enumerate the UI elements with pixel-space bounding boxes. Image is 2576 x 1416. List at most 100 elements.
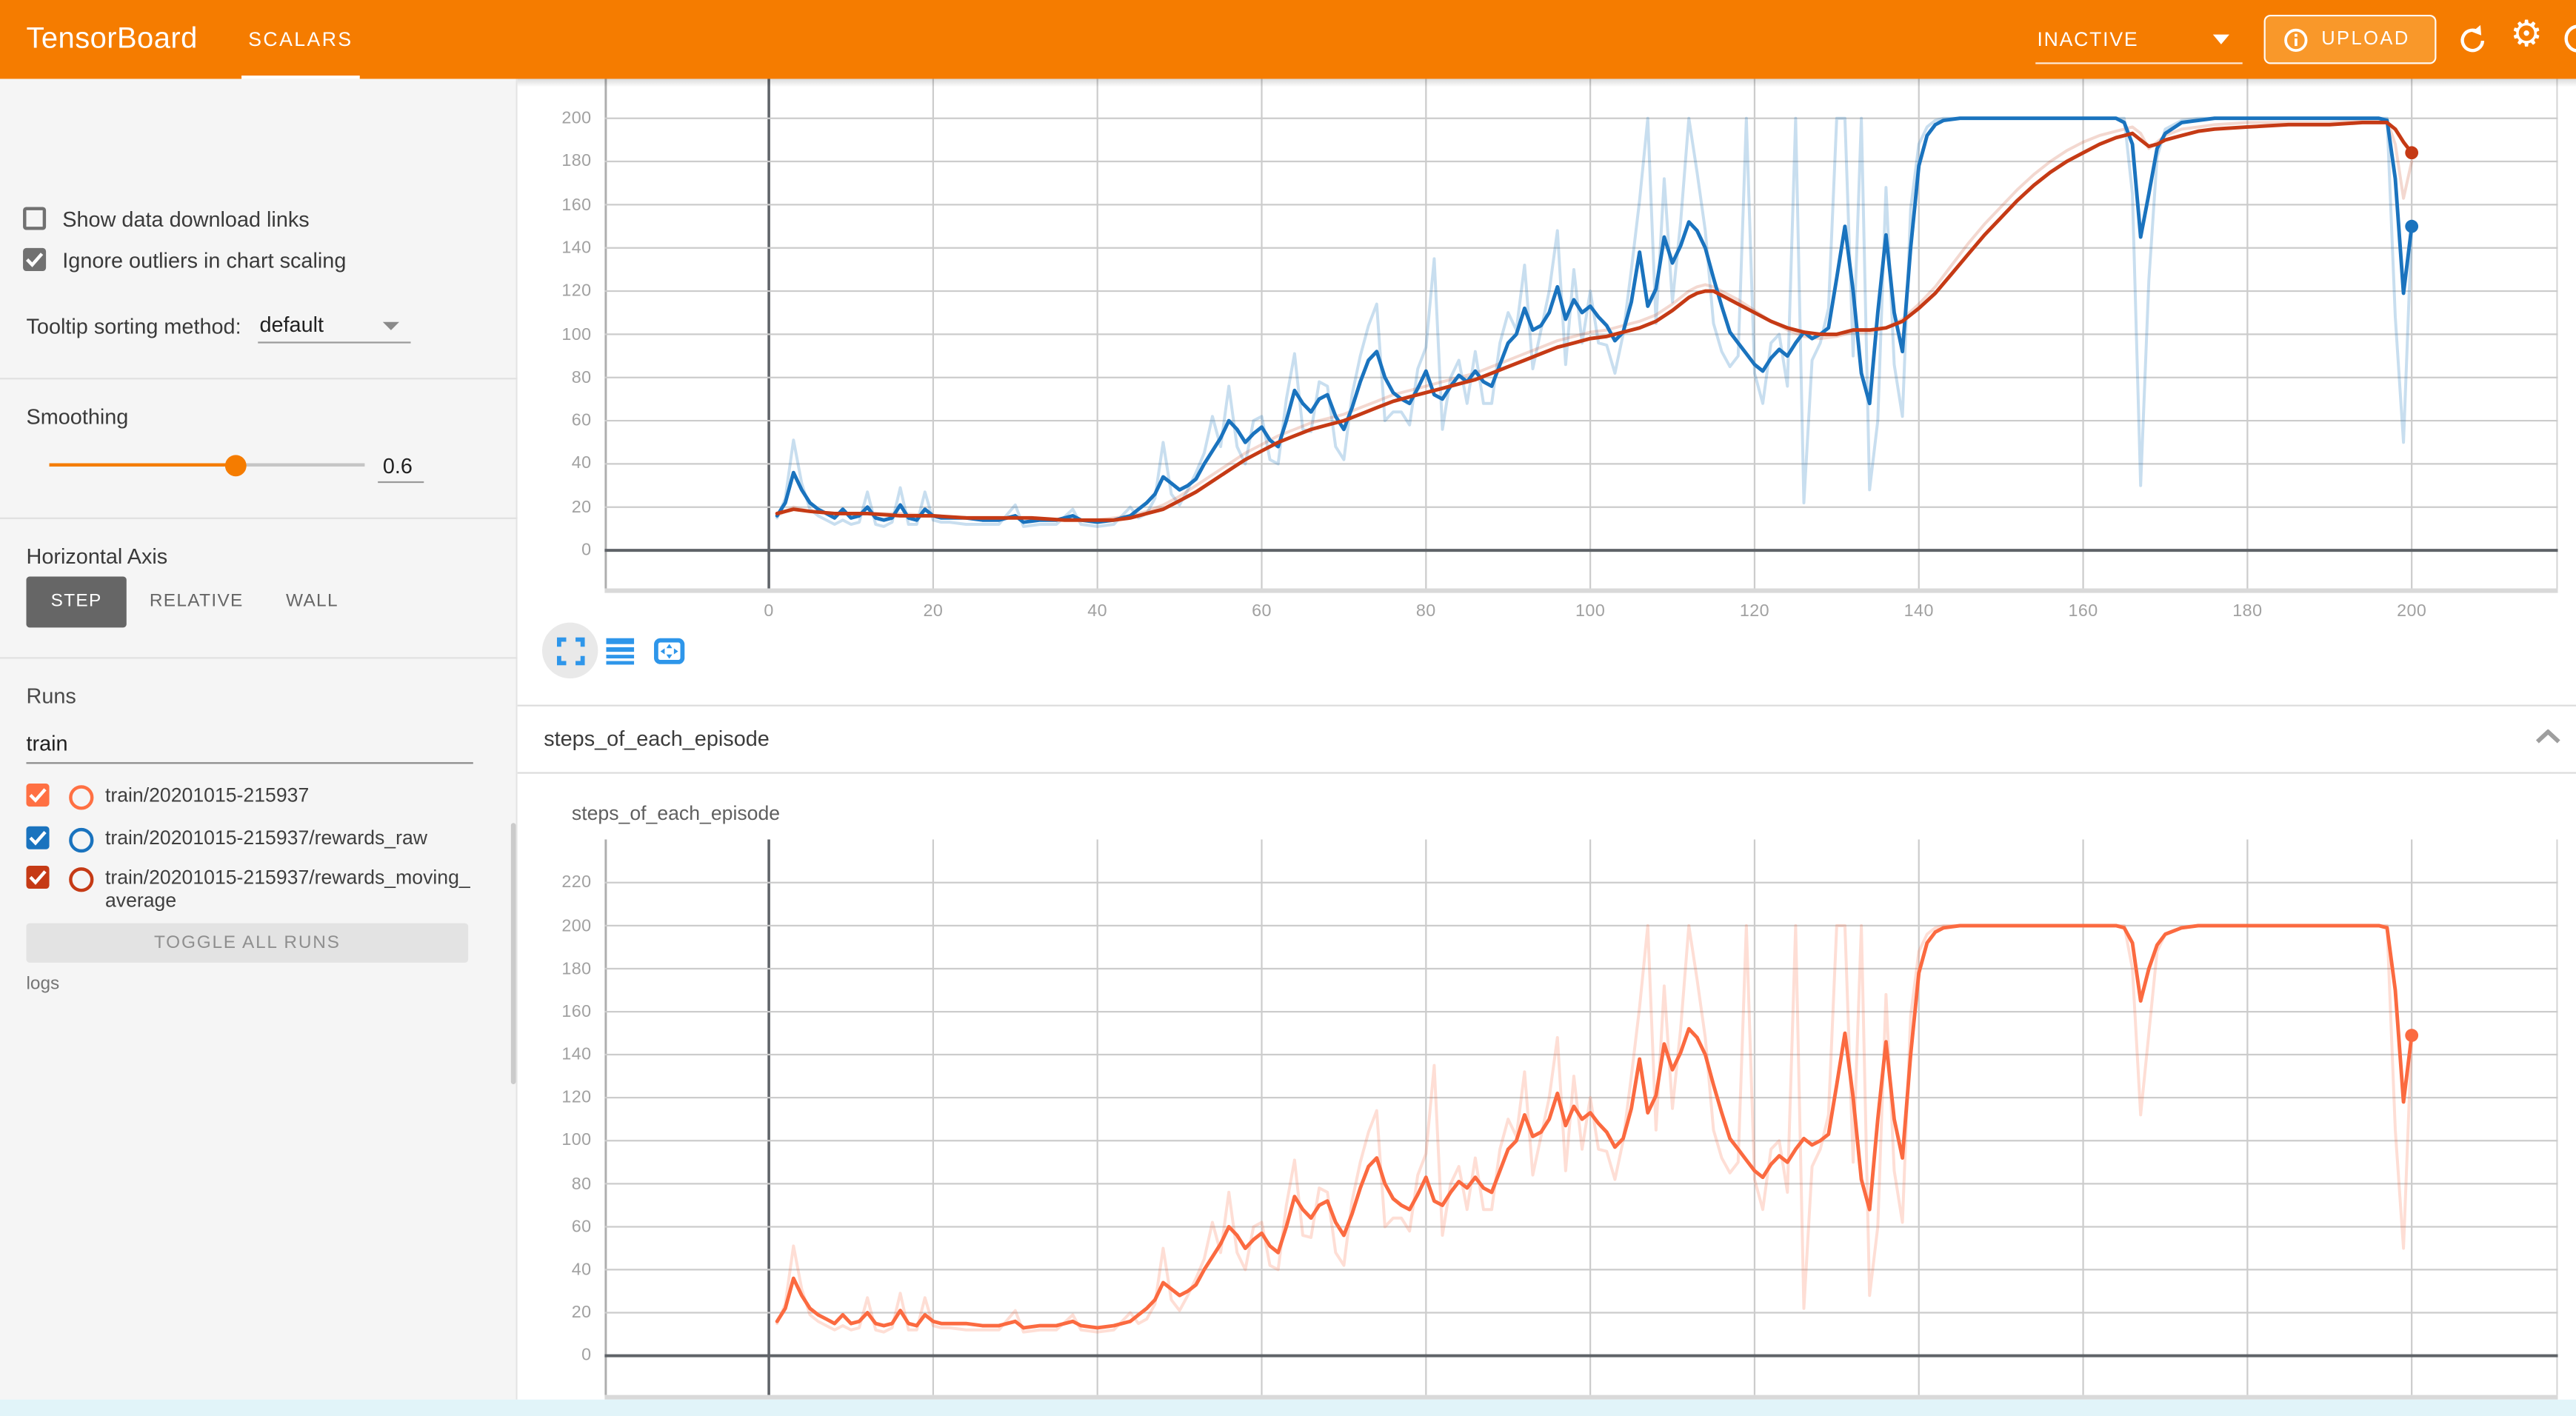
gridlines: [604, 79, 2558, 593]
y-tick-label: 180: [561, 151, 592, 172]
axis-relative-button[interactable]: RELATIVE: [149, 591, 244, 612]
y-tick-label: 0: [581, 540, 592, 561]
section-title[interactable]: steps_of_each_episode: [544, 726, 770, 751]
y-tick-label: 100: [561, 1130, 592, 1151]
y-tick-label: 180: [561, 958, 592, 979]
divider: [0, 657, 518, 659]
upload-button[interactable]: UPLOAD: [2263, 14, 2437, 64]
tab-scalars[interactable]: SCALARS: [248, 27, 353, 51]
run-label: train/20201015-215937/rewards_raw: [104, 826, 428, 849]
x-tick-label: 100: [1575, 601, 1606, 621]
main-content: [517, 79, 2576, 1416]
divider: [0, 517, 518, 519]
y-tick-label: 0: [581, 1346, 592, 1366]
y-tick-label: 160: [561, 1001, 592, 1022]
y-tick-label: 220: [561, 872, 592, 893]
toggle-all-runs-button[interactable]: TOGGLE ALL RUNS: [26, 923, 469, 963]
divider: [517, 772, 2576, 774]
run-checkbox[interactable]: [26, 784, 50, 807]
axis-step-button[interactable]: STEP: [26, 576, 127, 628]
tooltip-sorting-dropdown[interactable]: default: [259, 312, 324, 337]
y-tick-label: 140: [561, 238, 592, 258]
x-tick-label: 80: [1415, 601, 1436, 621]
run-checkbox[interactable]: [26, 826, 50, 849]
bottom-strip: [0, 1399, 2576, 1416]
run-color-circle[interactable]: [69, 867, 94, 892]
tab-active-indicator: [241, 74, 360, 79]
gridlines: [604, 839, 2558, 1400]
status-dropdown[interactable]: INACTIVE: [2037, 27, 2139, 51]
smoothing-value-input[interactable]: 0.6: [382, 453, 413, 478]
chevron-down-icon[interactable]: [382, 321, 400, 330]
series-line: [775, 924, 2414, 1334]
y-tick-label: 140: [561, 1044, 592, 1065]
y-tick-label: 120: [561, 1087, 592, 1108]
divider: [0, 378, 518, 380]
show-download-links-checkbox[interactable]: [23, 207, 47, 230]
series-end-dot: [2405, 219, 2419, 233]
x-tick-label: 160: [2068, 601, 2098, 621]
steps-chart-canvas[interactable]: [604, 839, 2558, 1400]
run-label: train/20201015-215937: [104, 784, 310, 807]
chart-card-title: steps_of_each_episode: [571, 801, 781, 825]
y-tick-label: 200: [561, 915, 592, 936]
y-tick-label: 40: [571, 454, 592, 474]
runs-filter-underline: [26, 762, 473, 764]
app-title: TensorBoard: [26, 21, 198, 55]
settings-gear-icon[interactable]: ⚙: [2510, 14, 2543, 56]
status-dropdown-underline: [2035, 61, 2243, 64]
dropdown-underline: [258, 341, 411, 344]
axis-wall-button[interactable]: WALL: [285, 591, 338, 612]
rewards-chart-canvas[interactable]: [604, 79, 2558, 593]
app-header: TensorBoard SCALARS INACTIVE UPLOAD ⚙: [0, 0, 2576, 79]
y-tick-label: 60: [571, 1217, 592, 1237]
checkbox-label[interactable]: Ignore outliers in chart scaling: [62, 247, 347, 273]
y-tick-label: 60: [571, 410, 592, 431]
checkbox-label[interactable]: Show data download links: [62, 207, 310, 232]
info-icon: [2284, 28, 2308, 52]
divider: [517, 704, 2576, 707]
smoothing-slider-fill: [49, 463, 236, 467]
x-tick-label: 120: [1739, 601, 1770, 621]
settings-sidebar: Show data download links Ignore outliers…: [0, 79, 518, 1400]
run-row[interactable]: train/20201015-215937/rewards_raw: [0, 824, 518, 854]
collapse-section-icon[interactable]: [2535, 729, 2561, 744]
x-tick-label: 0: [764, 601, 774, 621]
x-tick-label: 20: [923, 601, 944, 621]
refresh-icon[interactable]: [2456, 23, 2489, 56]
help-icon[interactable]: [2564, 24, 2576, 53]
y-tick-label: 200: [561, 108, 592, 129]
run-color-circle[interactable]: [69, 785, 94, 810]
smoothing-input-underline: [378, 481, 424, 484]
series-end-dot: [2405, 146, 2419, 160]
y-tick-label: 100: [561, 324, 592, 344]
runs-filter-input[interactable]: train: [26, 731, 68, 756]
fit-domain-icon[interactable]: [654, 638, 685, 666]
run-color-circle[interactable]: [69, 827, 94, 853]
sidebar-scrollbar[interactable]: [510, 823, 515, 1084]
series-line: [775, 924, 2414, 1330]
series-end-dot: [2405, 1029, 2419, 1042]
y-tick-label: 80: [571, 1174, 592, 1194]
run-label: train/20201015-215937/rewards_moving_ave…: [104, 865, 470, 912]
expand-chart-icon[interactable]: [556, 637, 585, 666]
run-row[interactable]: train/20201015-215937: [0, 782, 518, 812]
smoothing-slider-thumb[interactable]: [224, 454, 247, 476]
upload-button-label: UPLOAD: [2321, 29, 2410, 50]
series-line: [775, 118, 2414, 522]
horizontal-axis-label: Horizontal Axis: [26, 544, 168, 569]
y-tick-label: 20: [571, 497, 592, 518]
run-checkbox[interactable]: [26, 865, 50, 889]
runs-label: Runs: [26, 683, 76, 709]
chart-toolbar-hover-circle: [541, 622, 598, 679]
tooltip-sorting-label: Tooltip sorting method:: [26, 313, 241, 338]
run-row[interactable]: train/20201015-215937/rewards_moving_ave…: [0, 864, 518, 914]
series-line: [775, 116, 2414, 528]
runs-selector-icon[interactable]: [606, 638, 635, 666]
chevron-down-icon[interactable]: [2212, 34, 2229, 44]
header-shadow: [517, 79, 2576, 87]
runs-footer-label: logs: [26, 974, 60, 994]
ignore-outliers-checkbox[interactable]: [23, 247, 47, 271]
x-tick-label: 60: [1252, 601, 1272, 621]
